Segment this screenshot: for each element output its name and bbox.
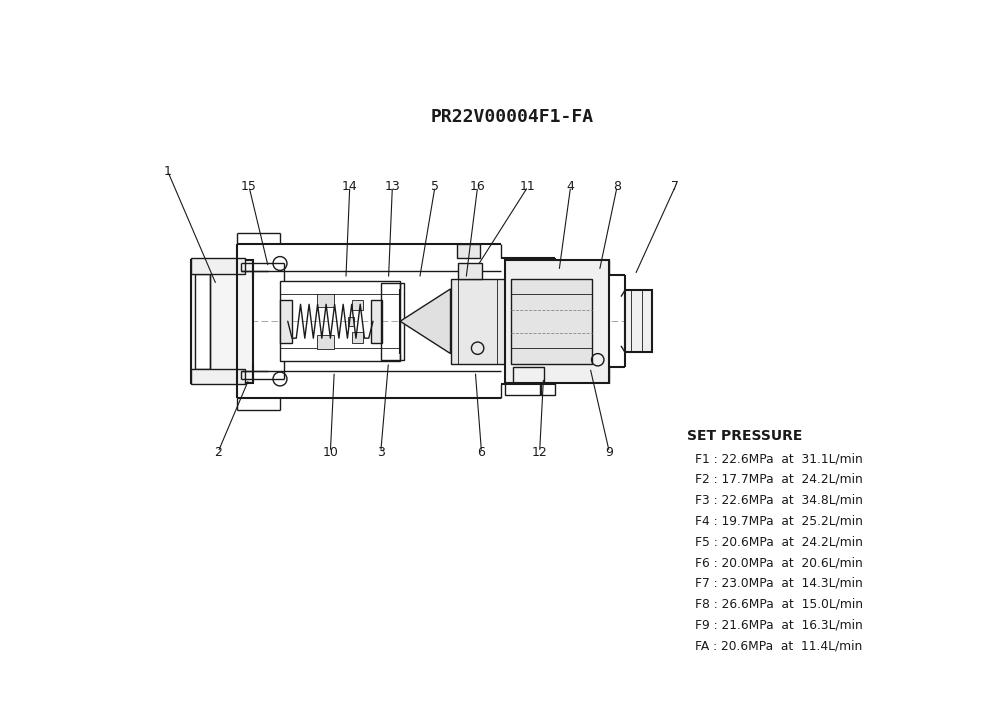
Text: 2: 2: [214, 446, 222, 459]
Bar: [625, 290, 652, 352]
Text: F2 : 17.7MPa  at  24.2L/min: F2 : 17.7MPa at 24.2L/min: [695, 473, 862, 486]
Text: 13: 13: [384, 180, 400, 193]
Bar: [317, 294, 334, 307]
Text: 3: 3: [377, 446, 385, 459]
Text: 8: 8: [613, 180, 621, 193]
Text: F5 : 20.6MPa  at  24.2L/min: F5 : 20.6MPa at 24.2L/min: [695, 535, 862, 549]
Text: F9 : 21.6MPa  at  16.3L/min: F9 : 21.6MPa at 16.3L/min: [695, 618, 862, 631]
Text: 4: 4: [567, 180, 575, 193]
Bar: [191, 258, 245, 274]
Text: PR22V00004F1-FA: PR22V00004F1-FA: [431, 108, 594, 126]
Bar: [352, 300, 363, 310]
Bar: [505, 383, 540, 395]
Bar: [195, 274, 210, 369]
Text: F8 : 26.6MPa  at  15.0L/min: F8 : 26.6MPa at 15.0L/min: [695, 598, 863, 611]
Bar: [317, 335, 334, 349]
Text: F6 : 20.0MPa  at  20.6L/min: F6 : 20.0MPa at 20.6L/min: [695, 556, 862, 569]
Text: F4 : 19.7MPa  at  25.2L/min: F4 : 19.7MPa at 25.2L/min: [695, 515, 862, 528]
Text: F3 : 22.6MPa  at  34.8L/min: F3 : 22.6MPa at 34.8L/min: [695, 494, 862, 507]
Bar: [348, 317, 354, 326]
Text: F1 : 22.6MPa  at  31.1L/min: F1 : 22.6MPa at 31.1L/min: [695, 452, 862, 465]
Bar: [381, 283, 404, 360]
Bar: [371, 300, 382, 343]
Text: 6: 6: [478, 446, 485, 459]
Polygon shape: [400, 289, 450, 354]
Bar: [511, 279, 592, 364]
Text: FA : 20.6MPa  at  11.4L/min: FA : 20.6MPa at 11.4L/min: [695, 639, 862, 652]
Text: SET PRESSURE: SET PRESSURE: [687, 429, 803, 443]
Text: F7 : 23.0MPa  at  14.3L/min: F7 : 23.0MPa at 14.3L/min: [695, 577, 862, 590]
Text: 9: 9: [605, 446, 613, 459]
Bar: [458, 264, 482, 279]
Bar: [191, 369, 245, 384]
Text: 16: 16: [470, 180, 486, 193]
Text: 1: 1: [164, 165, 172, 178]
Text: 12: 12: [532, 446, 548, 459]
Bar: [512, 367, 544, 383]
Text: 10: 10: [322, 446, 338, 459]
Text: 14: 14: [342, 180, 358, 193]
Bar: [541, 383, 555, 395]
Bar: [280, 300, 292, 343]
Bar: [352, 332, 363, 343]
Text: 5: 5: [431, 180, 439, 193]
Text: 7: 7: [671, 180, 679, 193]
Text: 11: 11: [520, 180, 536, 193]
Bar: [505, 260, 609, 383]
Bar: [457, 244, 480, 258]
Text: 15: 15: [241, 180, 257, 193]
Bar: [191, 260, 253, 383]
Bar: [450, 279, 505, 364]
Bar: [280, 282, 400, 361]
